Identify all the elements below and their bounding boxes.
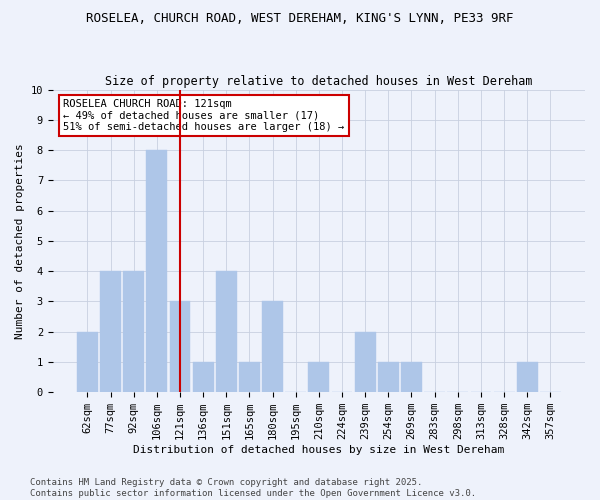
Bar bbox=[77, 332, 98, 392]
Bar bbox=[239, 362, 260, 392]
Bar bbox=[378, 362, 399, 392]
Bar bbox=[355, 332, 376, 392]
Bar bbox=[146, 150, 167, 392]
Bar bbox=[193, 362, 214, 392]
Bar bbox=[401, 362, 422, 392]
Text: ROSELEA CHURCH ROAD: 121sqm
← 49% of detached houses are smaller (17)
51% of sem: ROSELEA CHURCH ROAD: 121sqm ← 49% of det… bbox=[64, 98, 344, 132]
Bar bbox=[262, 302, 283, 392]
Title: Size of property relative to detached houses in West Dereham: Size of property relative to detached ho… bbox=[105, 76, 533, 88]
Bar bbox=[170, 302, 190, 392]
Text: ROSELEA, CHURCH ROAD, WEST DEREHAM, KING'S LYNN, PE33 9RF: ROSELEA, CHURCH ROAD, WEST DEREHAM, KING… bbox=[86, 12, 514, 26]
X-axis label: Distribution of detached houses by size in West Dereham: Distribution of detached houses by size … bbox=[133, 445, 505, 455]
Bar bbox=[123, 271, 144, 392]
Bar bbox=[100, 271, 121, 392]
Bar bbox=[308, 362, 329, 392]
Bar bbox=[517, 362, 538, 392]
Bar bbox=[216, 271, 237, 392]
Text: Contains HM Land Registry data © Crown copyright and database right 2025.
Contai: Contains HM Land Registry data © Crown c… bbox=[30, 478, 476, 498]
Y-axis label: Number of detached properties: Number of detached properties bbox=[15, 143, 25, 339]
